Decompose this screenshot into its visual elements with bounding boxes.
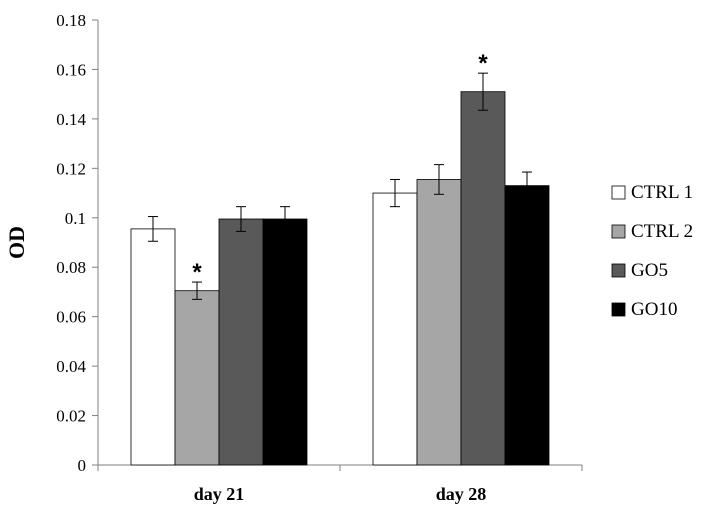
- y-tick-label: 0.04: [56, 357, 86, 376]
- axes: 0 0.02 0.04 0.06 0.08 0.1 0.12 0.14 0.16 0.18 day …: [56, 11, 583, 504]
- legend-swatch: [611, 302, 626, 317]
- legend-label: CTRL 2: [631, 221, 693, 242]
- legend-label: CTRL 1: [631, 182, 693, 203]
- bar-go5-day-28: [460, 91, 506, 466]
- legend-swatch: [611, 185, 626, 200]
- bar-go5-day-21: [218, 218, 264, 466]
- significance-marker: *: [478, 50, 488, 77]
- y-axis-label: OD: [4, 226, 29, 259]
- x-category-label: day 21: [194, 484, 245, 504]
- y-tick-label: 0.02: [56, 407, 86, 426]
- y-tick-label: 0: [78, 456, 87, 475]
- x-category-label: day 28: [436, 484, 487, 504]
- bar-ctrl-2-day-21: [174, 290, 220, 466]
- significance-marker: *: [192, 259, 202, 286]
- y-tick-label: 0.06: [56, 308, 86, 327]
- legend: CTRL 1 CTRL 2 GO5 GO10: [611, 182, 693, 320]
- bar-go10-day-28: [504, 185, 550, 466]
- bars: **: [130, 50, 550, 466]
- y-tick-label: 0.16: [56, 60, 86, 79]
- y-tick-label: 0.08: [56, 258, 86, 277]
- legend-swatch: [611, 263, 626, 278]
- y-tick-label: 0.14: [56, 110, 86, 129]
- legend-label: GO10: [631, 299, 677, 320]
- y-tick-label: 0.18: [56, 11, 86, 30]
- y-tick-label: 0.1: [65, 209, 86, 228]
- legend-label: GO5: [631, 260, 668, 281]
- bar-ctrl-1-day-28: [372, 192, 418, 466]
- y-tick-label: 0.12: [56, 159, 86, 178]
- bar-ctrl-2-day-28: [416, 179, 462, 466]
- legend-swatch: [611, 224, 626, 239]
- bar-go10-day-21: [262, 218, 308, 466]
- bar-ctrl-1-day-21: [130, 228, 176, 466]
